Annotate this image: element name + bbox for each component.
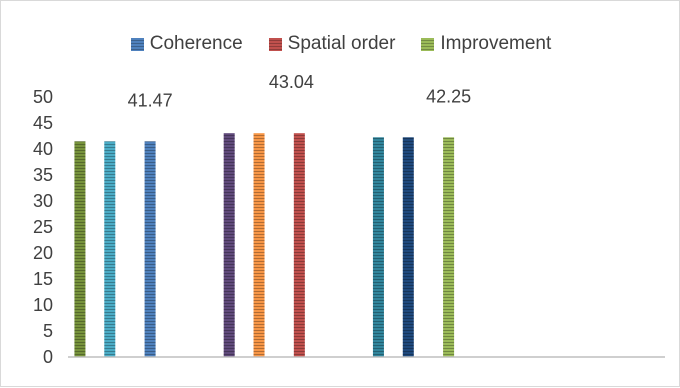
y-axis-ticks: 0 5 10 15 20 25 30 35 40 45 50 [33, 87, 53, 367]
bar-stripe-overlay [253, 133, 265, 357]
legend-item-improvement: Improvement [421, 33, 551, 55]
y-tick-label: 50 [33, 87, 53, 107]
bar-stripe-overlay [104, 141, 116, 357]
bar-stripe-overlay [372, 137, 384, 357]
bar-stripe-overlay [223, 133, 235, 357]
legend-label-improvement: Improvement [440, 33, 552, 54]
y-tick-label: 35 [33, 165, 53, 185]
data-labels: 41.47 43.04 42.25 [128, 72, 472, 110]
legend-item-spatial-order: Spatial order [268, 33, 396, 55]
y-tick-label: 10 [33, 295, 53, 315]
y-tick-label: 15 [33, 269, 53, 289]
bar-stripe-overlay [144, 141, 156, 357]
bar-stripe-overlay [74, 141, 86, 357]
legend: Coherence Spatial order Improvement [1, 33, 680, 55]
legend-swatch-improvement [421, 37, 435, 51]
legend-swatch-coherence [130, 37, 144, 51]
bars [74, 133, 455, 357]
bar-stripe-overlay [293, 133, 305, 357]
y-tick-label: 45 [33, 113, 53, 133]
y-tick-label: 25 [33, 217, 53, 237]
data-label: 43.04 [269, 72, 314, 92]
legend-label-spatial-order: Spatial order [287, 33, 396, 54]
y-tick-label: 5 [43, 321, 53, 341]
bar-stripe-overlay [443, 137, 455, 357]
y-tick-label: 20 [33, 243, 53, 263]
y-tick-label: 30 [33, 191, 53, 211]
data-label: 42.25 [426, 86, 471, 106]
y-tick-label: 40 [33, 139, 53, 159]
bar-stripe-overlay [402, 137, 414, 357]
legend-item-coherence: Coherence [130, 33, 243, 55]
legend-swatch-spatial-order [268, 37, 282, 51]
data-label: 41.47 [128, 90, 173, 110]
y-tick-label: 0 [43, 347, 53, 367]
legend-label-coherence: Coherence [149, 33, 243, 54]
